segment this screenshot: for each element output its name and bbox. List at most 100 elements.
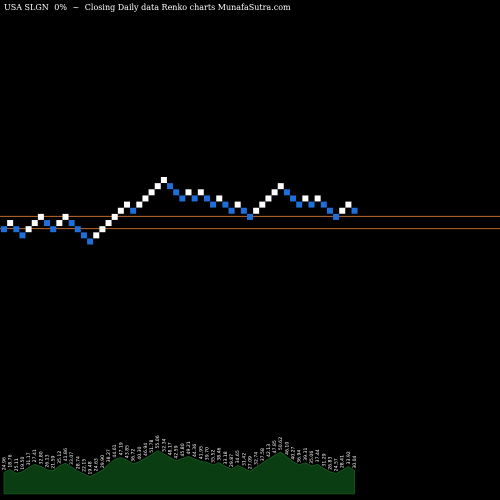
- volume-label: 31.17: [26, 452, 32, 465]
- renko-brick-down: [191, 195, 198, 202]
- renko-brick-down: [130, 207, 137, 214]
- volume-label: 29.90: [100, 455, 106, 468]
- chart-header: USA SLGN 0% ~ Closing Daily data Renko c…: [4, 3, 294, 12]
- volume-label: 47.85: [272, 440, 278, 453]
- volume-label: 42.59: [174, 445, 180, 458]
- ticker-label: USA SLGN: [4, 3, 49, 12]
- volume-label: 30.04: [352, 455, 358, 468]
- volume-label: 37.44: [315, 449, 321, 462]
- volume-label: 52.34: [161, 438, 167, 451]
- renko-brick-up: [7, 220, 14, 227]
- volume-label: 40.27: [291, 446, 297, 459]
- volume-label: 18.76: [8, 454, 14, 467]
- renko-brick-up: [216, 195, 223, 202]
- renko-brick-up: [148, 189, 155, 196]
- renko-brick-down: [228, 207, 235, 214]
- volume-label: 26.13: [45, 454, 51, 467]
- renko-brick-down: [290, 195, 297, 202]
- volume-label: 31.42: [241, 453, 247, 466]
- volume-label: 47.19: [118, 442, 124, 455]
- renko-brick-up: [105, 220, 112, 227]
- volume-label: 32.80: [38, 451, 44, 464]
- volume-area: [3, 450, 355, 495]
- renko-brick-down: [44, 220, 51, 227]
- renko-brick-up: [93, 232, 100, 239]
- volume-label: 34.65: [235, 450, 241, 463]
- volume-label: 33.18: [223, 451, 229, 464]
- renko-brick-up: [154, 183, 161, 190]
- renko-brick-down: [173, 189, 180, 196]
- renko-brick-down: [283, 189, 290, 196]
- renko-brick-down: [167, 183, 174, 190]
- renko-brick-down: [351, 207, 358, 214]
- renko-brick-up: [56, 220, 63, 227]
- chart-caption: Closing Daily data Renko charts MunafaSu…: [84, 3, 291, 12]
- renko-brick-up: [271, 189, 278, 196]
- volume-label: 21.59: [51, 455, 57, 468]
- renko-brick-down: [80, 232, 87, 239]
- volume-label: 31.29: [321, 453, 327, 466]
- renko-brick-down: [203, 195, 210, 202]
- renko-brick-up: [31, 220, 38, 227]
- renko-brick-down: [320, 201, 327, 208]
- volume-label: 42.13: [266, 444, 272, 457]
- renko-brick-up: [142, 195, 149, 202]
- volume-label: 39.70: [204, 447, 210, 460]
- volume-label: 35.12: [57, 451, 63, 464]
- renko-brick-down: [74, 226, 81, 233]
- volume-label: 51.78: [149, 440, 155, 453]
- renko-brick-up: [314, 195, 321, 202]
- renko-brick-up: [302, 195, 309, 202]
- volume-label: 43.85: [125, 445, 131, 458]
- renko-brick-up: [37, 213, 44, 220]
- renko-brick-up: [197, 189, 204, 196]
- renko-brick-up: [234, 201, 241, 208]
- renko-brick-down: [222, 201, 229, 208]
- volume-label: 46.94: [143, 443, 149, 456]
- volume-label: 35.52: [211, 450, 217, 463]
- volume-label: 38.27: [106, 449, 112, 462]
- volume-label: 39.31: [303, 448, 309, 461]
- volume-label: 41.95: [198, 446, 204, 459]
- renko-brick-down: [87, 238, 94, 245]
- volume-label: 24.63: [94, 458, 100, 471]
- volume-label: 49.21: [186, 441, 192, 454]
- renko-brick-down: [50, 226, 57, 233]
- renko-brick-down: [308, 201, 315, 208]
- renko-brick-down: [13, 226, 20, 233]
- volume-label: 32.74: [254, 452, 260, 465]
- renko-brick-up: [124, 201, 130, 208]
- volume-label: 33.07: [69, 452, 75, 465]
- renko-brick-up: [160, 177, 167, 183]
- renko-brick-up: [185, 189, 192, 196]
- volume-label: 44.61: [112, 444, 118, 457]
- volume-label: 29.87: [229, 454, 235, 467]
- renko-brick-up: [265, 195, 272, 202]
- renko-brick-down: [68, 220, 75, 227]
- renko-brick-up: [111, 213, 118, 220]
- renko-brick-down: [179, 195, 186, 202]
- volume-label: 27.41: [32, 449, 38, 462]
- renko-brick-up: [253, 207, 260, 214]
- volume-label: 26.83: [327, 457, 333, 470]
- volume-label: 45.80: [180, 443, 186, 456]
- volume-label: 38.46: [217, 448, 223, 461]
- volume-label: 24.57: [334, 458, 340, 471]
- volume-label: 55.06: [155, 435, 161, 448]
- volume-label: 24.96: [2, 457, 8, 470]
- volume-label: 36.72: [131, 449, 137, 462]
- renko-brick-up: [117, 207, 124, 214]
- renko-brick-up: [259, 201, 266, 208]
- volume-label: 48.17: [168, 442, 174, 455]
- renko-brick-up: [277, 183, 284, 190]
- volume-label: 27.09: [248, 456, 254, 469]
- volume-label: 33.92: [346, 451, 352, 464]
- volume-label: 25.11: [14, 458, 20, 471]
- volume-label: 28.74: [75, 456, 81, 469]
- renko-brick-up: [25, 226, 32, 233]
- renko-brick-down: [333, 213, 340, 220]
- volume-label: 50.62: [278, 437, 284, 450]
- volume-label: 19.50: [20, 457, 26, 470]
- renko-brick-up: [99, 226, 106, 233]
